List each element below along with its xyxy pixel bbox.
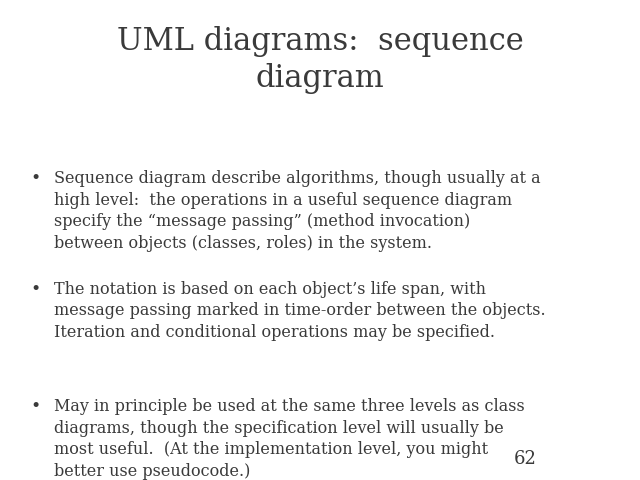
Text: UML diagrams:  sequence
diagram: UML diagrams: sequence diagram <box>116 26 524 95</box>
Text: •: • <box>30 170 40 187</box>
Text: •: • <box>30 398 40 415</box>
Text: May in principle be used at the same three levels as class
diagrams, though the : May in principle be used at the same thr… <box>54 398 525 480</box>
Text: The notation is based on each object’s life span, with
message passing marked in: The notation is based on each object’s l… <box>54 281 546 341</box>
Text: 62: 62 <box>513 450 536 468</box>
Text: •: • <box>30 281 40 298</box>
Text: Sequence diagram describe algorithms, though usually at a
high level:  the opera: Sequence diagram describe algorithms, th… <box>54 170 541 252</box>
